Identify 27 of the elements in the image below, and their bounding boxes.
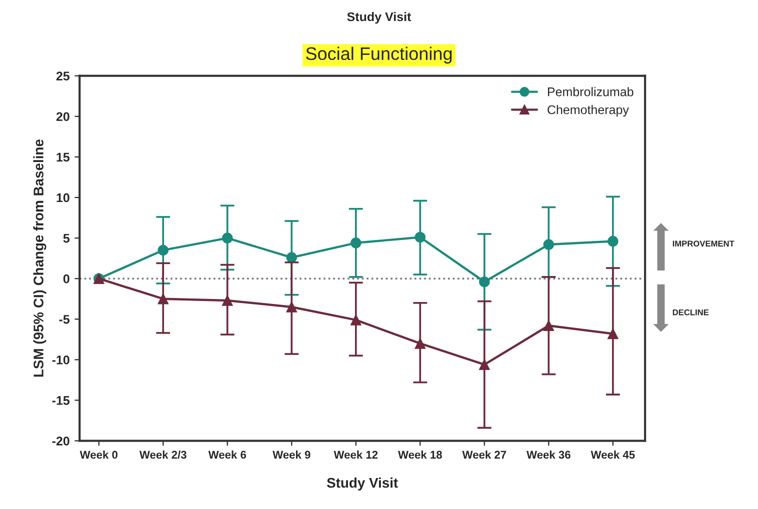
y-tick-label: -15 bbox=[52, 396, 70, 405]
y-tick-label: 20 bbox=[56, 112, 70, 122]
x-tick-label: Week 18 bbox=[398, 450, 442, 459]
y-tick-label: -20 bbox=[52, 436, 70, 446]
y-tick-label: 5 bbox=[63, 234, 70, 243]
y-tick-label: -10 bbox=[52, 355, 70, 364]
y-tick-label: 25 bbox=[56, 72, 70, 80]
text: IMPROVEMENT bbox=[672, 240, 734, 247]
x-tick-label: Week 45 bbox=[590, 450, 635, 459]
x-tick-label: Week 6 bbox=[208, 450, 246, 459]
text: DECLINE bbox=[672, 309, 709, 316]
y-axis-title: LSM (95% CI) Change from Baseline bbox=[33, 140, 46, 377]
x-tick-label: Week 9 bbox=[272, 450, 310, 459]
legend-label: Pembrolizumab bbox=[548, 87, 634, 96]
y-tick-label: 10 bbox=[56, 193, 70, 202]
x-tick-label: Week 0 bbox=[80, 450, 118, 459]
x-tick-label: Week 2/3 bbox=[139, 450, 186, 459]
chart-title: Social Functioning bbox=[306, 46, 452, 64]
chart-subtitle: Study Visit bbox=[347, 12, 412, 24]
y-tick-label: 15 bbox=[56, 152, 70, 162]
x-tick-label: Week 36 bbox=[526, 450, 570, 459]
legend-label: Chemotherapy bbox=[548, 104, 629, 117]
y-tick-label: -5 bbox=[59, 315, 70, 324]
x-axis-title: Study Visit bbox=[326, 478, 398, 490]
y-tick-label: 0 bbox=[63, 274, 70, 284]
x-tick-label: Week 12 bbox=[334, 450, 378, 459]
x-tick-label: Week 27 bbox=[462, 450, 506, 459]
